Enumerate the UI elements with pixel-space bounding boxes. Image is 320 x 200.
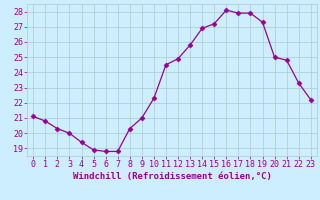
X-axis label: Windchill (Refroidissement éolien,°C): Windchill (Refroidissement éolien,°C) <box>73 172 271 181</box>
